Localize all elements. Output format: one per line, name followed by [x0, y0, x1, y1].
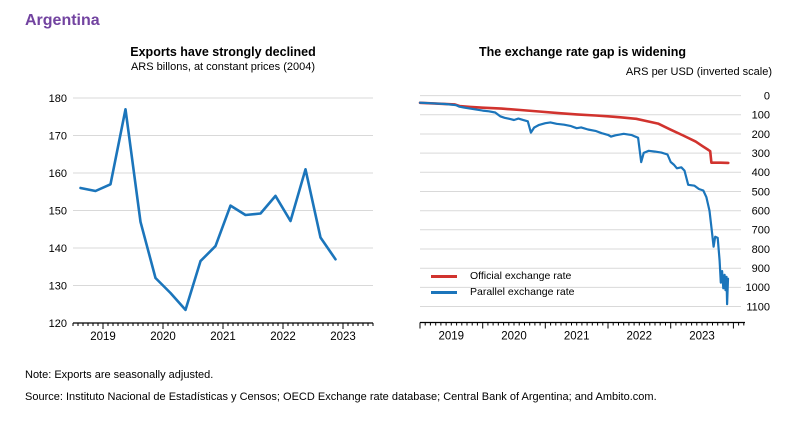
x-axis-tick-label: 2022	[270, 331, 296, 343]
exports-chart-title: Exports have strongly declined	[130, 45, 316, 59]
exports-line	[79, 108, 337, 312]
official-rate-line-swatch	[431, 274, 457, 278]
exchange-chart: 0 100 200 300 400 500 600 700 800 900 1000 1100 2019…	[418, 90, 770, 343]
y-axis-tick-label: 160	[49, 168, 67, 180]
legend-label-parallel: Parallel exchange rate	[470, 286, 575, 298]
x-axis-tick-label: 2020	[501, 331, 527, 343]
y-axis-tick-label: 600	[752, 206, 770, 218]
y-axis-tick-label: 800	[752, 244, 770, 256]
official-exchange-rate-line	[418, 101, 730, 165]
legend-item-official: Official exchange rate	[431, 268, 574, 284]
y-axis-tick-label: 500	[752, 186, 770, 198]
y-axis-tick-label: 170	[49, 130, 67, 142]
figure-source: Source: Instituto Nacional de Estadístic…	[25, 391, 657, 403]
y-axis-tick-label: 1000	[746, 282, 770, 294]
exchange-chart-title: The exchange rate gap is widening	[479, 45, 686, 59]
x-axis-tick-label: 2019	[90, 331, 116, 343]
y-axis-tick-label: 0	[764, 90, 770, 102]
legend-item-parallel: Parallel exchange rate	[431, 284, 574, 300]
y-axis-tick-label: 700	[752, 225, 770, 237]
exports-chart-subtitle: ARS billons, at constant prices (2004)	[130, 61, 316, 73]
x-axis-tick-label: 2020	[150, 331, 176, 343]
y-axis-tick-label: 130	[49, 280, 67, 292]
y-axis-tick-label: 120	[49, 318, 67, 330]
x-axis-tick-label: 2023	[689, 331, 715, 343]
exchange-chart-subtitle: ARS per USD (inverted scale)	[625, 66, 772, 78]
y-axis-tick-label: 150	[49, 205, 67, 217]
y-axis-tick-label: 180	[49, 93, 67, 105]
parallel-exchange-rate-line	[418, 101, 730, 306]
figure-note: Note: Exports are seasonally adjusted.	[25, 369, 214, 381]
parallel-rate-line-swatch	[431, 290, 457, 294]
x-axis-tick-label: 2021	[210, 331, 236, 343]
y-axis-tick-label: 300	[752, 148, 770, 160]
exchange-rate-legend: Official exchange rate Parallel exchange…	[431, 268, 574, 300]
x-axis-tick-label: 2022	[627, 331, 653, 343]
y-axis-tick-label: 900	[752, 263, 770, 275]
x-axis-tick-label: 2023	[330, 331, 356, 343]
x-axis-tick-label: 2021	[564, 331, 590, 343]
y-axis-tick-label: 100	[752, 110, 770, 122]
y-axis-tick-label: 200	[752, 129, 770, 141]
x-axis-tick-label: 2019	[439, 331, 465, 343]
exports-chart: 120 130 140 150 160 170 180 2019 2020 2021 2022 202…	[49, 93, 374, 343]
legend-label-official: Official exchange rate	[470, 270, 572, 282]
y-axis-tick-label: 400	[752, 167, 770, 179]
y-axis-tick-label: 140	[49, 243, 67, 255]
page-title: Argentina	[25, 12, 100, 29]
y-axis-tick-label: 1100	[746, 301, 770, 313]
